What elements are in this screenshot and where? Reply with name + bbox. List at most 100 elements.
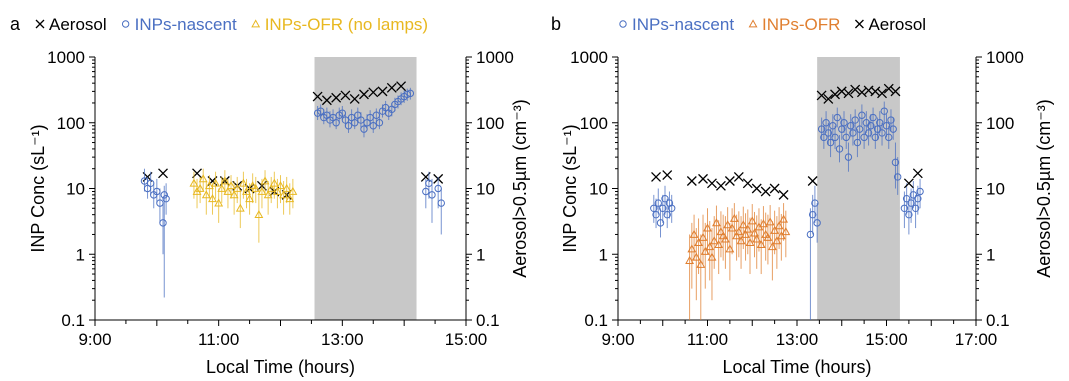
y-tick-label-right: 100 (476, 114, 504, 133)
data-point (437, 199, 445, 207)
data-point (778, 189, 789, 200)
legend-marker (121, 20, 130, 28)
data-point (817, 125, 826, 133)
data-point (831, 133, 839, 142)
legend-label: Aerosol (49, 15, 107, 34)
x-tick-label: 13:00 (321, 330, 364, 349)
data-point (229, 190, 239, 199)
legend-marker (619, 20, 627, 28)
data-point (864, 129, 873, 137)
data-point (833, 113, 841, 122)
x-tick-label: 15:00 (865, 330, 908, 349)
data-point (890, 86, 901, 97)
legend-label: INPs-nascent (135, 15, 237, 34)
legend-entry: Aerosol (854, 15, 926, 34)
legend-entry: INPs-nascent (619, 15, 734, 34)
data-point (844, 153, 853, 161)
data-point (652, 210, 660, 219)
data-point (873, 125, 882, 133)
data-point (914, 194, 922, 203)
data-point (889, 125, 897, 133)
x-tick-label: 11:00 (198, 330, 239, 349)
data-point (871, 133, 880, 142)
y-tick-label-right: 1000 (986, 48, 1024, 67)
x-tick-label: 9:00 (601, 330, 634, 349)
data-point (769, 183, 780, 194)
x-tick-label: 11:00 (687, 330, 728, 349)
data-point (254, 210, 264, 219)
y-tick-label-left: 1 (76, 245, 85, 264)
data-point (257, 186, 267, 195)
data-point (668, 204, 676, 212)
x-tick-label: 9:00 (78, 330, 111, 349)
data-point (751, 183, 762, 194)
series-inps-ofr (685, 203, 791, 320)
data-point (907, 199, 915, 207)
legend-marker (748, 19, 758, 28)
data-point (855, 125, 864, 133)
legend-entry: Aerosol (35, 15, 107, 34)
data-point (893, 173, 902, 181)
data-point (715, 180, 726, 191)
x-tick-label: 13:00 (776, 330, 819, 349)
y-tick-label-left: 1 (599, 245, 608, 264)
data-point (840, 119, 848, 127)
data-point (245, 194, 255, 203)
data-point (651, 171, 661, 182)
data-point (661, 194, 669, 203)
data-point (260, 176, 270, 185)
data-point (160, 191, 168, 199)
data-point (900, 204, 909, 212)
data-point (279, 190, 289, 199)
data-point (813, 219, 821, 227)
data-point (195, 183, 205, 192)
data-point (891, 158, 900, 167)
data-point (269, 178, 279, 187)
data-point (885, 133, 893, 142)
data-point (742, 178, 753, 189)
series-inps-ofr-no-lamps (189, 168, 298, 243)
y-tick-label-left: 1000 (570, 48, 608, 67)
panel-b: 0.1 1 10 100 1000 0.1 1 10 100 1000 9:00 11:00 13:00… (551, 14, 1054, 377)
data-point (663, 210, 671, 219)
data-point (869, 113, 877, 122)
data-point (820, 133, 828, 142)
data-point (876, 119, 884, 127)
y-tick-label-right: 10 (986, 180, 1005, 199)
data-point (189, 178, 199, 187)
y-tick-label-right: 10 (476, 180, 495, 199)
data-point (849, 129, 857, 137)
data-point (883, 83, 894, 94)
data-point (377, 86, 388, 97)
data-point (659, 204, 667, 212)
shaded-region (314, 57, 417, 320)
data-point (887, 116, 895, 124)
data-point (880, 107, 888, 115)
data-point (822, 119, 830, 127)
data-point (158, 168, 168, 179)
data-point (916, 187, 924, 196)
data-point (220, 176, 230, 185)
series-inps-nascent (650, 101, 924, 320)
data-point (369, 122, 377, 130)
data-point (368, 87, 379, 98)
data-point (707, 178, 717, 189)
data-point (263, 190, 273, 199)
data-point (850, 84, 861, 95)
data-point (238, 178, 248, 187)
y-tick-label-left: 100 (580, 114, 608, 133)
data-point (321, 95, 332, 106)
y-tick-label-left: 10 (66, 180, 85, 199)
data-point (826, 138, 835, 147)
data-point (911, 204, 920, 212)
x-axis-label: Local Time (hours) (722, 357, 871, 377)
y-axis-label-left: INP Conc (sL⁻¹) (560, 124, 580, 252)
data-point (232, 183, 242, 192)
data-point (686, 176, 697, 186)
data-point (211, 178, 221, 187)
data-point (331, 92, 342, 103)
data-point (836, 86, 847, 97)
y-tick-label-right: 1 (986, 245, 995, 264)
data-point (698, 173, 708, 184)
data-point (882, 122, 891, 130)
